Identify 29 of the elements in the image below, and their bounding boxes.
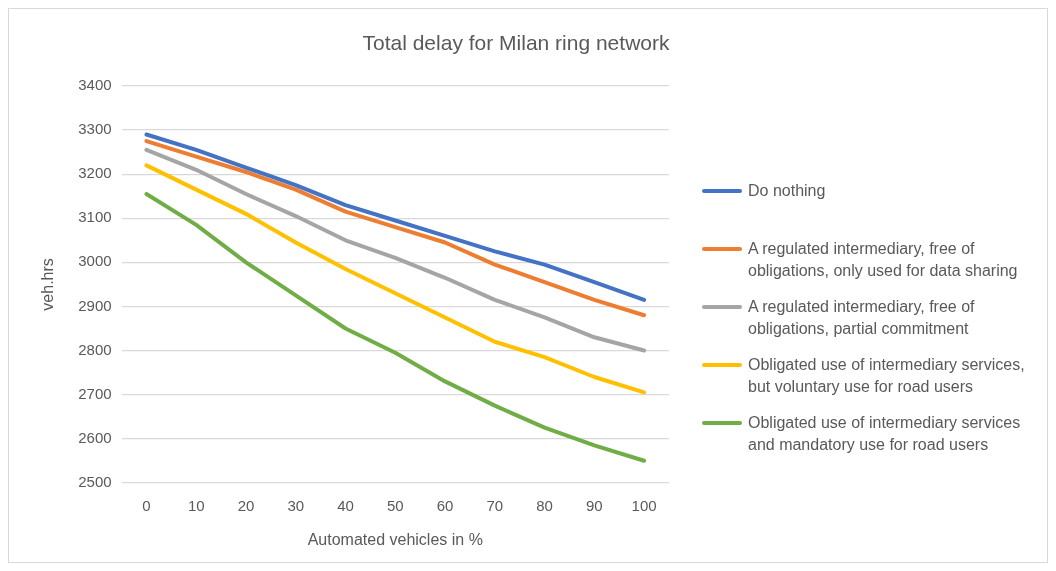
legend-label: Obligated use of intermediary services and mandatory use for road users xyxy=(748,413,1022,455)
chart-title: Total delay for Milan ring network xyxy=(362,31,670,54)
x-tick-label: 100 xyxy=(631,496,657,514)
x-axis-title: Automated vehicles in % xyxy=(307,530,483,548)
x-tick-label: 0 xyxy=(142,496,151,514)
y-axis-title: veh.hrs xyxy=(39,258,57,311)
y-tick-label: 2800 xyxy=(78,340,112,358)
x-tick-label: 70 xyxy=(486,496,504,514)
legend-label: A regulated intermediary, free of obligations, partial commitment xyxy=(748,297,976,339)
y-tick-label: 3400 xyxy=(78,76,112,94)
y-tick-label: 3200 xyxy=(78,164,112,182)
legend-label: A regulated intermediary, free of obligations, only used for data sharing xyxy=(748,239,1019,281)
legend-label: Do nothing xyxy=(748,181,827,201)
x-tick-label: 60 xyxy=(436,496,454,514)
y-tick-label: 2900 xyxy=(78,296,112,314)
x-tick-label: 30 xyxy=(287,496,305,514)
x-tick-label: 50 xyxy=(386,496,404,514)
x-tick-label: 20 xyxy=(237,496,255,514)
y-tick-label: 2500 xyxy=(78,472,112,490)
y-tick-label: 2600 xyxy=(78,428,112,446)
x-tick-label: 80 xyxy=(536,496,553,514)
x-tick-label: 10 xyxy=(187,496,205,514)
y-tick-label: 2700 xyxy=(78,384,112,402)
y-tick-label: 3300 xyxy=(78,120,112,138)
y-tick-label: 3100 xyxy=(78,208,112,226)
y-tick-label: 3000 xyxy=(78,252,112,270)
x-tick-label: 40 xyxy=(337,496,354,514)
legend-label: Obligated use of intermediary services, but voluntary use for road users xyxy=(748,355,1026,397)
x-tick-label: 90 xyxy=(586,496,603,514)
